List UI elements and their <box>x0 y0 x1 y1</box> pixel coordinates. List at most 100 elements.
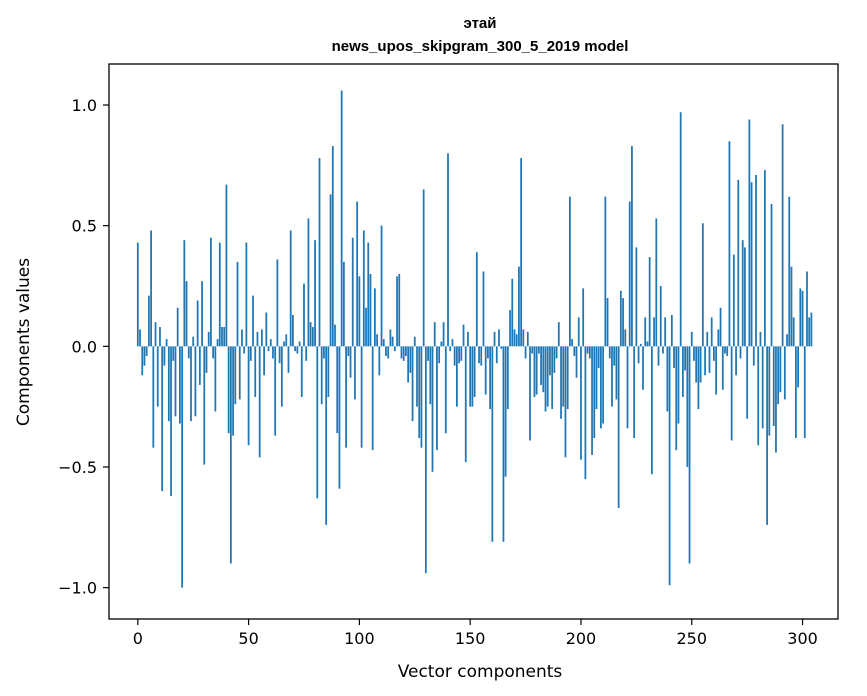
bar <box>396 276 398 347</box>
bar <box>227 346 230 434</box>
bar <box>708 346 711 373</box>
bar <box>611 346 613 407</box>
bar <box>500 346 503 349</box>
bar <box>730 346 733 441</box>
bar <box>726 346 729 356</box>
bar <box>212 346 215 359</box>
bar <box>542 346 545 393</box>
bar <box>223 327 226 347</box>
bar <box>159 327 161 347</box>
bar <box>533 346 536 397</box>
bar <box>433 322 436 347</box>
bar <box>473 346 476 397</box>
bar <box>263 346 265 376</box>
y-tick-label: 0.0 <box>72 337 97 356</box>
bar <box>604 196 607 347</box>
bar <box>436 346 438 451</box>
x-axis-label: Vector components <box>398 662 563 682</box>
bar <box>557 322 560 347</box>
y-tick-label: −0.5 <box>58 458 97 477</box>
bar <box>475 252 478 347</box>
bar <box>243 346 246 354</box>
bar <box>750 182 753 347</box>
bar <box>810 312 813 347</box>
bar <box>710 317 713 347</box>
bar <box>495 346 498 364</box>
x-tick-label: 150 <box>455 629 486 648</box>
bar <box>566 346 569 410</box>
bar <box>577 317 580 347</box>
bar <box>493 331 496 347</box>
bar <box>185 281 188 347</box>
plot-frame <box>108 63 839 620</box>
bar <box>261 329 263 347</box>
bar <box>236 261 239 347</box>
bar <box>735 346 737 376</box>
bar <box>276 259 279 347</box>
bar <box>540 346 542 385</box>
bar <box>489 346 491 410</box>
bar <box>398 273 401 347</box>
bar <box>619 290 622 347</box>
bar <box>783 346 786 400</box>
x-tick-label: 300 <box>787 629 818 648</box>
bar <box>688 346 691 564</box>
bar <box>631 146 633 347</box>
bar <box>327 346 330 397</box>
bar <box>405 346 407 356</box>
bar <box>358 276 361 347</box>
bar <box>234 346 237 405</box>
bar <box>203 346 206 465</box>
bar <box>662 346 664 354</box>
bar <box>196 300 199 347</box>
bar <box>795 346 797 439</box>
bar <box>480 346 483 366</box>
bar <box>249 346 252 361</box>
bar <box>165 339 168 347</box>
bar <box>416 346 418 407</box>
bar <box>152 346 155 448</box>
bar <box>342 261 345 347</box>
bar <box>655 218 658 347</box>
bar <box>737 179 740 347</box>
bar <box>229 346 232 564</box>
bar <box>141 346 144 376</box>
bar <box>283 341 285 347</box>
bar <box>247 346 250 446</box>
bar <box>449 346 452 352</box>
bar <box>746 346 749 419</box>
bar <box>801 290 804 347</box>
bar <box>595 346 598 410</box>
bar <box>639 343 642 347</box>
bar <box>145 346 148 356</box>
bar <box>593 346 596 439</box>
bar <box>210 237 212 347</box>
bar <box>440 341 443 347</box>
x-tick-label: 100 <box>344 629 375 648</box>
bar <box>515 334 518 347</box>
bar <box>597 346 600 369</box>
bar <box>770 203 773 347</box>
bar <box>471 346 474 407</box>
bar <box>207 331 210 347</box>
bar <box>511 278 514 347</box>
bar <box>686 346 689 467</box>
bar <box>214 346 217 412</box>
bar <box>673 346 675 369</box>
bar <box>526 331 529 347</box>
bar <box>682 346 684 397</box>
bar <box>752 346 755 366</box>
bars-group <box>136 90 813 588</box>
bar <box>187 346 190 359</box>
bar <box>285 334 288 347</box>
bar <box>679 112 682 347</box>
chart-subtitle: news_upos_skipgram_300_5_2019 model <box>332 38 629 55</box>
bar <box>562 346 565 407</box>
bar <box>325 346 328 525</box>
bar <box>340 90 343 347</box>
bar <box>564 346 567 458</box>
bar <box>580 346 582 460</box>
bar <box>657 346 660 366</box>
bar <box>418 346 421 439</box>
bar <box>659 286 662 347</box>
